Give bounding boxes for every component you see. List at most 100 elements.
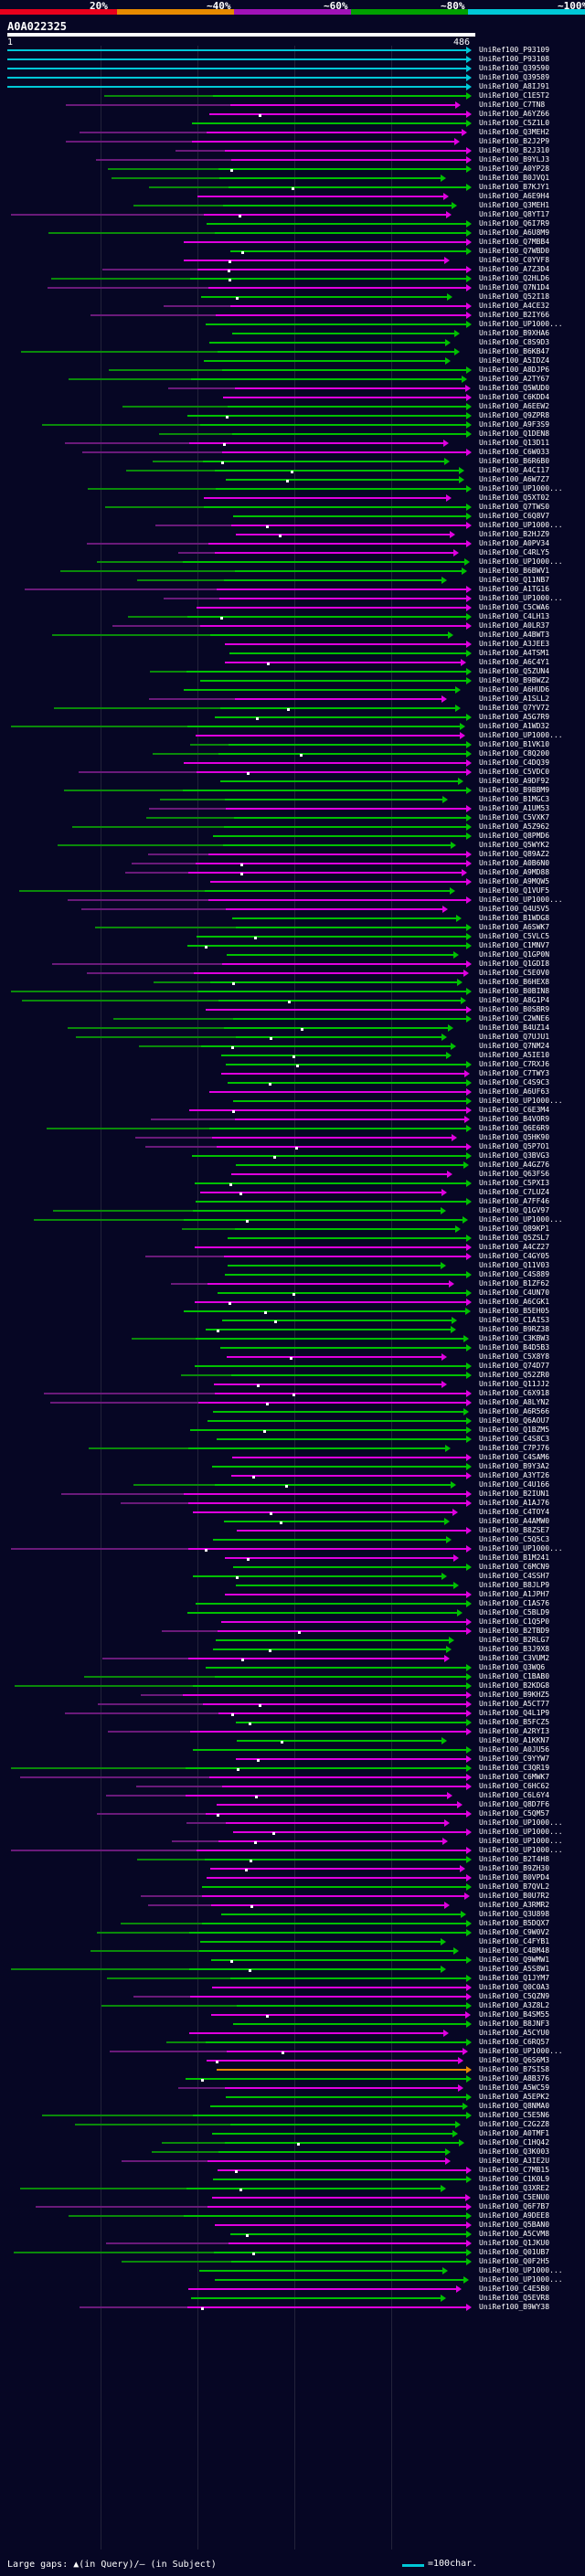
hit-row[interactable]: UniRef100_C7RXJ6 bbox=[0, 1060, 585, 1069]
hit-row[interactable]: UniRef100_B2IUN1 bbox=[0, 1489, 585, 1499]
hit-id[interactable]: UniRef100_A4TSM1 bbox=[479, 649, 550, 657]
hit-id[interactable]: UniRef100_C5E5N6 bbox=[479, 2111, 550, 2119]
hit-id[interactable]: UniRef100_C5ENU0 bbox=[479, 2193, 550, 2201]
hit-id[interactable]: UniRef100_Q5P7O1 bbox=[479, 1142, 550, 1150]
hit-id[interactable]: UniRef100_A7FF46 bbox=[479, 1197, 550, 1205]
hit-row[interactable]: UniRef100_B6R6B0 bbox=[0, 457, 585, 466]
hit-id[interactable]: UniRef100_A5WC59 bbox=[479, 2083, 550, 2092]
hit-row[interactable]: UniRef100_Q4L1P9 bbox=[0, 1709, 585, 1718]
hit-row[interactable]: UniRef100_B9WY38 bbox=[0, 2303, 585, 2312]
hit-id[interactable]: UniRef100_A1UM53 bbox=[479, 804, 550, 812]
hit-row[interactable]: UniRef100_A6W7Z7 bbox=[0, 475, 585, 484]
hit-row[interactable]: UniRef100_A0PV34 bbox=[0, 539, 585, 548]
hit-row[interactable]: UniRef100_Q5HK90 bbox=[0, 1133, 585, 1142]
hit-row[interactable]: UniRef100_C5VLC5 bbox=[0, 932, 585, 941]
hit-id[interactable]: UniRef100_C6L6Y4 bbox=[479, 1791, 550, 1799]
hit-id[interactable]: UniRef100_C5VDC0 bbox=[479, 768, 550, 776]
hit-row[interactable]: UniRef100_Q1JKU0 bbox=[0, 2239, 585, 2248]
hit-row[interactable]: UniRef100_A3RMR2 bbox=[0, 1901, 585, 1910]
hit-row[interactable]: UniRef100_C4S9C3 bbox=[0, 1078, 585, 1087]
hit-row[interactable]: UniRef100_A9F3S9 bbox=[0, 420, 585, 429]
hit-row[interactable]: UniRef100_C3VUM2 bbox=[0, 1654, 585, 1663]
hit-id[interactable]: UniRef100_C1BAB0 bbox=[479, 1672, 550, 1680]
hit-id[interactable]: UniRef100_UP1000... bbox=[479, 2275, 563, 2284]
hit-row[interactable]: UniRef100_Q7UJU1 bbox=[0, 1033, 585, 1042]
hit-row[interactable]: UniRef100_C0YVF8 bbox=[0, 256, 585, 265]
hit-id[interactable]: UniRef100_A0TMF1 bbox=[479, 2129, 550, 2137]
hit-id[interactable]: UniRef100_A5CYU0 bbox=[479, 2029, 550, 2037]
hit-id[interactable]: UniRef100_UP1000... bbox=[479, 1544, 563, 1553]
hit-id[interactable]: UniRef100_Q4L1P9 bbox=[479, 1709, 550, 1717]
hit-row[interactable]: UniRef100_B0BIN8 bbox=[0, 987, 585, 996]
hit-row[interactable]: UniRef100_A9MD88 bbox=[0, 868, 585, 877]
hit-id[interactable]: UniRef100_A5IDZ4 bbox=[479, 356, 550, 365]
hit-row[interactable]: UniRef100_UP1000... bbox=[0, 2275, 585, 2284]
hit-id[interactable]: UniRef100_UP1000... bbox=[479, 1097, 563, 1105]
hit-id[interactable]: UniRef100_Q01UB7 bbox=[479, 2248, 550, 2256]
hit-row[interactable]: UniRef100_A6R566 bbox=[0, 1407, 585, 1416]
hit-id[interactable]: UniRef100_UP1000... bbox=[479, 1828, 563, 1836]
hit-row[interactable]: UniRef100_Q74D77 bbox=[0, 1362, 585, 1371]
hit-row[interactable]: UniRef100_A6EEW2 bbox=[0, 402, 585, 411]
hit-id[interactable]: UniRef100_A8LYN2 bbox=[479, 1398, 550, 1406]
hit-id[interactable]: UniRef100_Q3MEH1 bbox=[479, 201, 550, 209]
hit-row[interactable]: UniRef100_Q6S6M3 bbox=[0, 2056, 585, 2065]
hit-id[interactable]: UniRef100_A3IE2U bbox=[479, 2157, 550, 2165]
hit-row[interactable]: UniRef100_A6C4Y1 bbox=[0, 658, 585, 667]
hit-row[interactable]: UniRef100_B4D5B3 bbox=[0, 1343, 585, 1352]
hit-row[interactable]: UniRef100_Q6I7R9 bbox=[0, 219, 585, 228]
hit-row[interactable]: UniRef100_A0YP28 bbox=[0, 164, 585, 174]
hit-id[interactable]: UniRef100_C8S9D3 bbox=[479, 338, 550, 346]
hit-row[interactable]: UniRef100_B6KB47 bbox=[0, 347, 585, 356]
hit-row[interactable]: UniRef100_C5QZN9 bbox=[0, 1992, 585, 2001]
hit-row[interactable]: UniRef100_B0JVQ1 bbox=[0, 174, 585, 183]
hit-id[interactable]: UniRef100_B8ZSE7 bbox=[479, 1526, 550, 1534]
hit-id[interactable]: UniRef100_A9F3S9 bbox=[479, 420, 550, 429]
hit-row[interactable]: UniRef100_A3YT26 bbox=[0, 1471, 585, 1480]
hit-row[interactable]: UniRef100_A0JU56 bbox=[0, 1745, 585, 1754]
hit-row[interactable]: UniRef100_C8S9D3 bbox=[0, 338, 585, 347]
hit-id[interactable]: UniRef100_A9MD88 bbox=[479, 868, 550, 876]
hit-id[interactable]: UniRef100_A4AMW0 bbox=[479, 1517, 550, 1525]
hit-row[interactable]: UniRef100_Q9WMW1 bbox=[0, 1956, 585, 1965]
hit-row[interactable]: UniRef100_B9BWZ2 bbox=[0, 676, 585, 685]
hit-id[interactable]: UniRef100_Q89KP1 bbox=[479, 1224, 550, 1233]
hit-id[interactable]: UniRef100_A5IE10 bbox=[479, 1051, 550, 1059]
hit-row[interactable]: UniRef100_Q5WYK2 bbox=[0, 841, 585, 850]
hit-id[interactable]: UniRef100_Q5EVR8 bbox=[479, 2294, 550, 2302]
hit-id[interactable]: UniRef100_B1VK10 bbox=[479, 740, 550, 748]
hit-row[interactable]: UniRef100_Q01UB7 bbox=[0, 2248, 585, 2257]
hit-row[interactable]: UniRef100_Q52I18 bbox=[0, 292, 585, 302]
hit-row[interactable]: UniRef100_C4UN70 bbox=[0, 1288, 585, 1298]
hit-id[interactable]: UniRef100_UP1000... bbox=[479, 557, 563, 566]
hit-row[interactable]: UniRef100_C5X8Y8 bbox=[0, 1352, 585, 1362]
hit-id[interactable]: UniRef100_Q6F7B7 bbox=[479, 2202, 550, 2210]
hit-row[interactable]: UniRef100_B8ZSE7 bbox=[0, 1526, 585, 1535]
hit-id[interactable]: UniRef100_A1KKN7 bbox=[479, 1736, 550, 1744]
hit-row[interactable]: UniRef100_Q11NB7 bbox=[0, 576, 585, 585]
hit-id[interactable]: UniRef100_Q7WBD0 bbox=[479, 247, 550, 255]
hit-row[interactable]: UniRef100_A2RYI3 bbox=[0, 1727, 585, 1736]
hit-id[interactable]: UniRef100_C5VLC5 bbox=[479, 932, 550, 940]
hit-id[interactable]: UniRef100_B0JVQ1 bbox=[479, 174, 550, 182]
hit-id[interactable]: UniRef100_Q5XT02 bbox=[479, 493, 550, 502]
hit-id[interactable]: UniRef100_UP1000... bbox=[479, 1215, 563, 1224]
hit-row[interactable]: UniRef100_A1KKN7 bbox=[0, 1736, 585, 1745]
hit-row[interactable]: UniRef100_C5Q5C3 bbox=[0, 1535, 585, 1544]
hit-row[interactable]: UniRef100_A9DF92 bbox=[0, 777, 585, 786]
hit-row[interactable]: UniRef100_Q7MBB4 bbox=[0, 238, 585, 247]
hit-id[interactable]: UniRef100_C3VUM2 bbox=[479, 1654, 550, 1662]
hit-id[interactable]: UniRef100_UP1000... bbox=[479, 1846, 563, 1854]
hit-row[interactable]: UniRef100_A4AMW0 bbox=[0, 1517, 585, 1526]
hit-id[interactable]: UniRef100_B0VPD4 bbox=[479, 1873, 550, 1882]
hit-id[interactable]: UniRef100_A4BWT3 bbox=[479, 631, 550, 639]
hit-id[interactable]: UniRef100_Q1JKU0 bbox=[479, 2239, 550, 2247]
hit-row[interactable]: UniRef100_Q1DEN8 bbox=[0, 429, 585, 439]
hit-row[interactable]: UniRef100_C4FYB1 bbox=[0, 1937, 585, 1946]
hit-row[interactable]: UniRef100_Q7TWS0 bbox=[0, 503, 585, 512]
hit-row[interactable]: UniRef100_Q3WQ6 bbox=[0, 1663, 585, 1672]
hit-id[interactable]: UniRef100_B8JNF3 bbox=[479, 2019, 550, 2028]
hit-row[interactable]: UniRef100_P93109 bbox=[0, 46, 585, 55]
hit-row[interactable]: UniRef100_C5PXI3 bbox=[0, 1179, 585, 1188]
hit-row[interactable]: UniRef100_C4U166 bbox=[0, 1480, 585, 1489]
